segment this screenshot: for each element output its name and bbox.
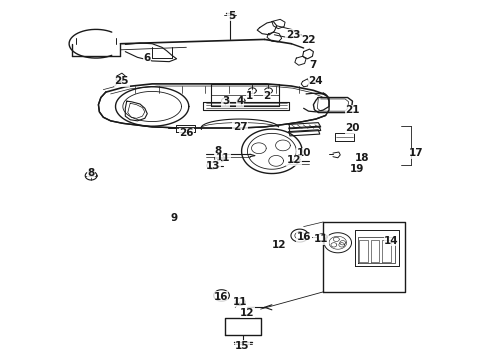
Text: 11: 11 — [216, 153, 230, 163]
Text: 19: 19 — [350, 164, 365, 174]
Text: 6: 6 — [144, 53, 151, 63]
Text: 12: 12 — [240, 308, 255, 318]
Text: 8: 8 — [87, 168, 95, 178]
Text: 25: 25 — [115, 76, 129, 86]
Text: 11: 11 — [314, 234, 328, 244]
Text: 5: 5 — [228, 11, 235, 21]
Text: 26: 26 — [179, 129, 194, 138]
Text: 22: 22 — [301, 35, 316, 45]
Text: 16: 16 — [213, 292, 228, 302]
Text: 18: 18 — [355, 153, 369, 163]
Text: 13: 13 — [206, 161, 220, 171]
Text: 15: 15 — [235, 341, 250, 351]
Text: 12: 12 — [272, 239, 287, 249]
Text: 7: 7 — [310, 60, 317, 70]
Text: 4: 4 — [237, 96, 244, 106]
Text: 21: 21 — [345, 105, 360, 115]
Text: 17: 17 — [409, 148, 423, 158]
Text: 12: 12 — [287, 155, 301, 165]
Text: 11: 11 — [233, 297, 247, 307]
Text: 14: 14 — [384, 236, 399, 246]
Text: 9: 9 — [171, 213, 178, 222]
Text: 16: 16 — [296, 232, 311, 242]
Text: 1: 1 — [246, 91, 253, 101]
Text: 20: 20 — [345, 123, 360, 133]
Text: 23: 23 — [286, 30, 300, 40]
Text: 27: 27 — [233, 122, 247, 132]
Text: 8: 8 — [215, 146, 222, 156]
Text: 10: 10 — [296, 148, 311, 158]
Text: 3: 3 — [222, 96, 229, 106]
Text: 24: 24 — [309, 76, 323, 86]
Text: 2: 2 — [263, 91, 270, 101]
